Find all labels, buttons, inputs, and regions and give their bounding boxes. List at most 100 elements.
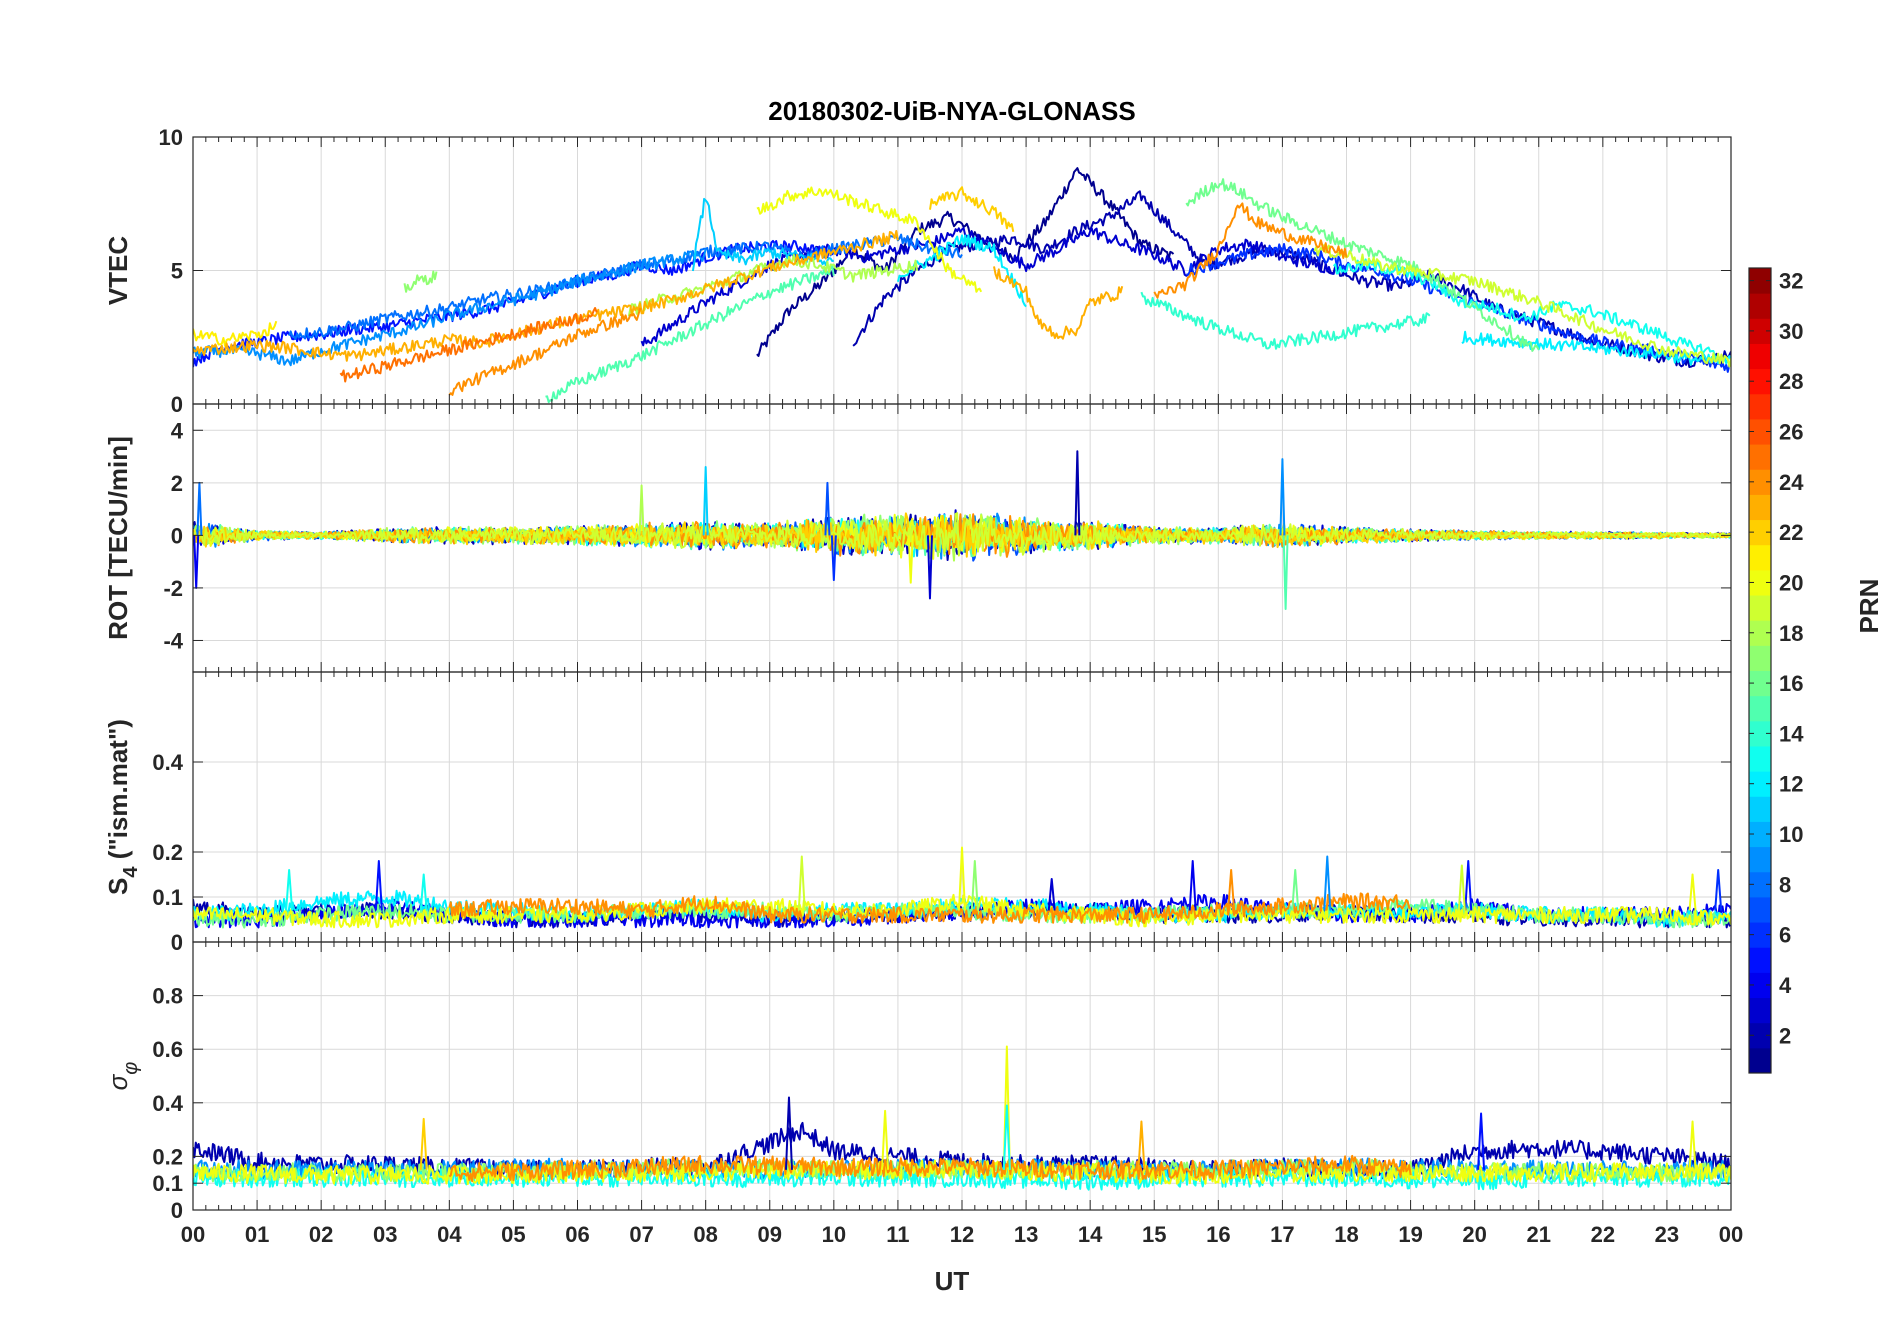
vtec-series-prn-24 bbox=[1153, 202, 1348, 299]
s4-spike-prn-4 bbox=[1188, 860, 1197, 911]
y-tick-label-sigma_phi: 0.4 bbox=[152, 1091, 183, 1116]
s4-spike-prn-5 bbox=[374, 860, 383, 911]
x-tick-label: 09 bbox=[758, 1222, 782, 1247]
colorbar-segment bbox=[1749, 544, 1771, 571]
sigma_phi-spike-prn-20 bbox=[881, 1109, 890, 1170]
y-axis-label-subscript: 4 bbox=[120, 866, 142, 878]
x-tick-label: 23 bbox=[1655, 1222, 1679, 1247]
x-tick-label: 20 bbox=[1462, 1222, 1486, 1247]
vtec-series-prn-13 bbox=[1332, 258, 1719, 359]
y-axis-label-vtec: VTEC bbox=[103, 236, 133, 306]
y-axis-label-main: σ bbox=[103, 1073, 133, 1090]
rot-spike-prn-15 bbox=[1282, 535, 1289, 610]
y-axis-label-rot: ROT [TECU/min] bbox=[103, 436, 133, 640]
colorbar-tick-label: 14 bbox=[1779, 721, 1804, 746]
y-tick-label-vtec: 0 bbox=[171, 392, 183, 417]
colorbar-segment bbox=[1749, 569, 1771, 596]
colorbar-segment bbox=[1749, 293, 1771, 319]
x-tick-label: 17 bbox=[1270, 1222, 1294, 1247]
s4-spike-prn-6 bbox=[1714, 869, 1723, 911]
vtec-series-prn-22 bbox=[929, 186, 1015, 233]
colorbar-segment bbox=[1749, 972, 1771, 999]
y-tick-label-sigma_phi: 0 bbox=[171, 1198, 183, 1223]
x-tick-label: 14 bbox=[1078, 1222, 1103, 1247]
colorbar-box bbox=[1748, 267, 1772, 1074]
colorbar-tick-label: 6 bbox=[1779, 923, 1791, 948]
vtec-series-prn-12 bbox=[896, 234, 1027, 308]
colorbar-segment bbox=[1749, 393, 1771, 420]
sigma_phi-spike-prn-22 bbox=[419, 1117, 428, 1170]
vtec-series-prn-25 bbox=[339, 307, 598, 383]
y-axis-label-s4: S4 ("ism.mat") bbox=[103, 719, 142, 895]
series-sigma_phi bbox=[193, 1045, 1731, 1191]
colorbar-tick-label: 18 bbox=[1779, 621, 1803, 646]
sigma_phi-series-prn-20 bbox=[193, 1159, 1731, 1186]
rot-spike-prn-6 bbox=[830, 535, 837, 582]
ticks-s4: 0 0.1 0.2 0.4 bbox=[152, 672, 1732, 955]
ticks-vtec: 0 5 10 bbox=[159, 125, 1732, 417]
ticks-sigma_phi: 00.10.2 0.4 0.6 0.8 bbox=[152, 942, 1732, 1223]
colorbar-segment bbox=[1749, 620, 1771, 646]
x-tick-label: 15 bbox=[1142, 1222, 1166, 1247]
x-tick-label: 19 bbox=[1398, 1222, 1422, 1247]
y-axis-label-sigma_phi: σφ bbox=[103, 1062, 142, 1091]
y-tick-label-rot: -2 bbox=[163, 576, 183, 601]
colorbar-tick-label: 26 bbox=[1779, 420, 1803, 445]
rot-series-prn-19 bbox=[193, 512, 1731, 557]
colorbar-tick-label: 12 bbox=[1779, 772, 1803, 797]
colorbar-tick-label: 32 bbox=[1779, 269, 1803, 294]
x-tick-label: 16 bbox=[1206, 1222, 1230, 1247]
y-axis-label-suffix: ("ism.mat") bbox=[103, 719, 133, 866]
y-tick-label-s4: 0.4 bbox=[152, 750, 183, 775]
ticks-rot: -4 -2 0 2 4 bbox=[163, 404, 1732, 672]
colorbar-tick-label: 20 bbox=[1779, 570, 1803, 595]
panel-rot: -4 -2 0 2 4 ROT [TECU/min] bbox=[103, 403, 1732, 673]
sigma_phi-spike-prn-2 bbox=[784, 1096, 793, 1170]
x-tick-label: 07 bbox=[629, 1222, 653, 1247]
y-tick-label-rot: 0 bbox=[171, 523, 183, 548]
colorbar-segment bbox=[1749, 922, 1771, 948]
y-tick-label-sigma_phi: 0.8 bbox=[152, 984, 183, 1009]
colorbar-tick-label: 28 bbox=[1779, 369, 1803, 394]
x-tick-label: 12 bbox=[950, 1222, 974, 1247]
colorbar-tick-label: 24 bbox=[1779, 470, 1804, 495]
y-tick-label-s4: 0 bbox=[171, 930, 183, 955]
x-tick-label: 21 bbox=[1527, 1222, 1551, 1247]
s4-spike-prn-16 bbox=[1291, 869, 1300, 911]
colorbar-segment bbox=[1749, 368, 1771, 395]
colorbar-segment bbox=[1749, 645, 1771, 671]
x-tick-label: 10 bbox=[822, 1222, 846, 1247]
vtec-series-prn-6 bbox=[1186, 243, 1731, 373]
x-tick-label: 00 bbox=[181, 1222, 205, 1247]
s4-series-prn-24 bbox=[448, 892, 1411, 924]
colorbar-segment bbox=[1749, 896, 1771, 923]
y-tick-label-sigma_phi: 0.1 bbox=[152, 1171, 183, 1196]
rot-spike-prn-9 bbox=[1279, 458, 1286, 536]
colorbar-segment bbox=[1749, 846, 1771, 873]
x-tick-labels: 00 01 02 03 04 05 06 07 08 09 10 11 12 13 14 15 16 17 18 19… bbox=[181, 1222, 1743, 1247]
y-axis-label-subscript: φ bbox=[120, 1062, 142, 1075]
colorbar-tick-label: 22 bbox=[1779, 520, 1803, 545]
colorbar-segment bbox=[1749, 494, 1771, 521]
s4-spike-prn-19 bbox=[1457, 864, 1466, 911]
rot-spike-prn-7 bbox=[824, 481, 831, 536]
vtec-series-prn-24 bbox=[448, 307, 642, 396]
vtec-series-prn-14 bbox=[1140, 291, 1431, 350]
panel-s4: 0 0.1 0.2 0.4 S4 ("ism.mat") bbox=[103, 671, 1732, 955]
colorbar-segment bbox=[1749, 771, 1771, 797]
sigma_phi-spike-prn-5 bbox=[1477, 1112, 1486, 1170]
colorbar-segment bbox=[1749, 670, 1771, 697]
rot-spike-prn-11 bbox=[702, 466, 709, 536]
colorbar-segment bbox=[1749, 1047, 1771, 1074]
y-tick-label-sigma_phi: 0.6 bbox=[152, 1037, 183, 1062]
s4-spike-prn-17 bbox=[970, 860, 979, 911]
y-tick-label-vtec: 5 bbox=[171, 259, 183, 284]
colorbar-segment bbox=[1749, 997, 1771, 1024]
colorbar-segment bbox=[1749, 268, 1771, 294]
s4-spike-prn-24 bbox=[1227, 869, 1236, 911]
rot-spike-prn-20 bbox=[907, 535, 914, 584]
colorbar-segment bbox=[1749, 418, 1771, 445]
vtec-series-prn-12 bbox=[1461, 330, 1731, 366]
